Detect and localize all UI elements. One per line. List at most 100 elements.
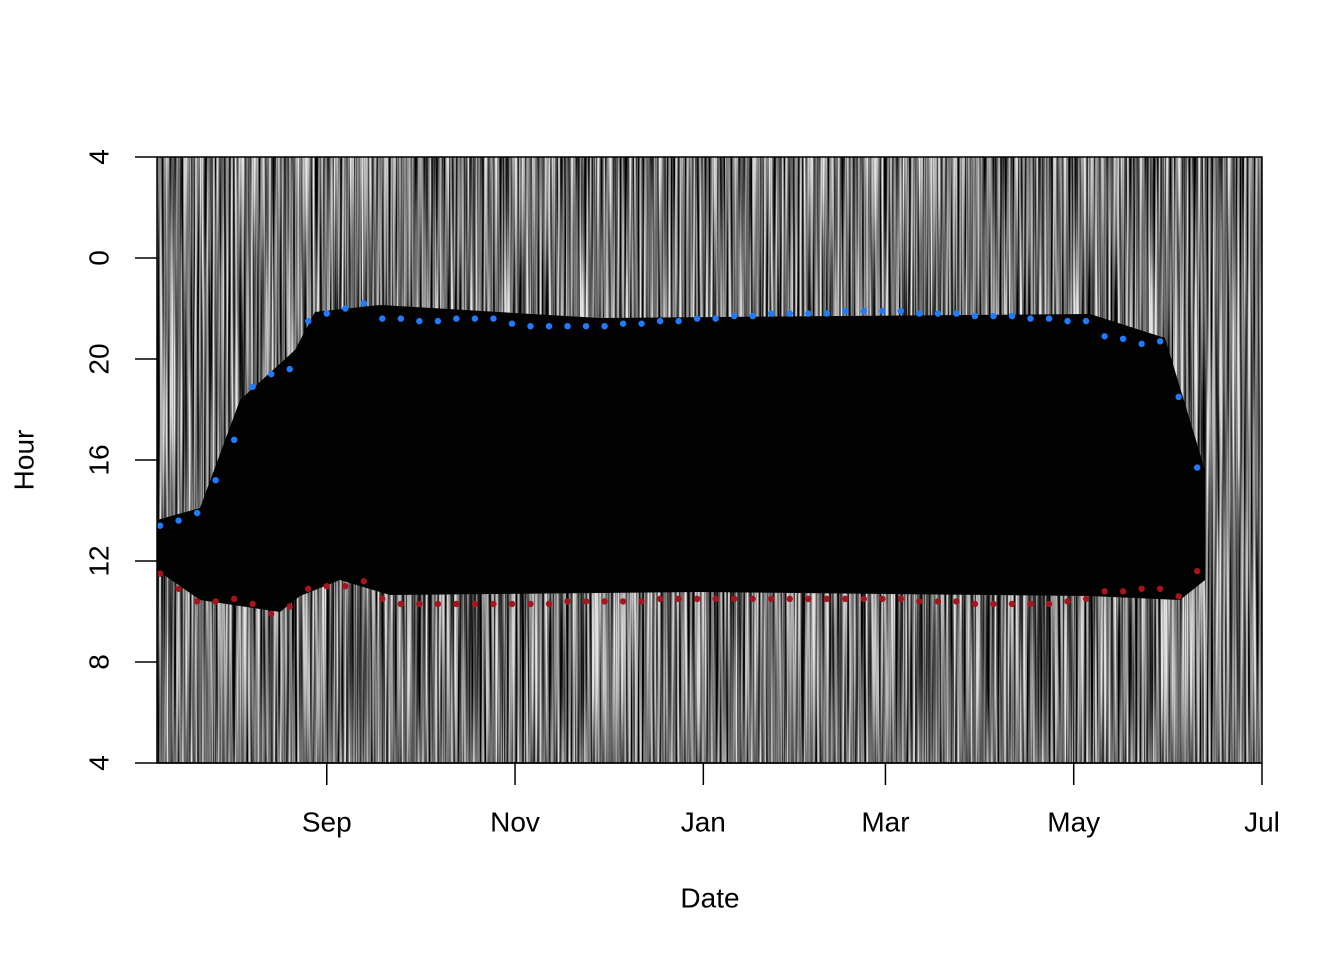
point [212, 598, 219, 605]
point [1175, 593, 1182, 600]
point [1175, 393, 1182, 401]
y-tick-label: 8 [83, 654, 114, 670]
point [768, 595, 775, 603]
point [360, 300, 368, 307]
point [860, 307, 868, 315]
point [564, 598, 571, 605]
point [323, 310, 330, 317]
point [490, 600, 497, 608]
point [1027, 315, 1034, 322]
point [934, 310, 942, 317]
point [1064, 317, 1071, 325]
point [990, 600, 997, 608]
point [1101, 588, 1108, 595]
dark-band [157, 305, 1205, 612]
point [786, 595, 793, 603]
point [1138, 340, 1145, 348]
point [268, 370, 275, 378]
point [693, 315, 701, 322]
point [1119, 588, 1127, 595]
point [1082, 317, 1090, 325]
point [601, 598, 608, 605]
point [1045, 600, 1053, 608]
point [730, 312, 738, 320]
y-tick-label: 4 [83, 755, 114, 771]
point [156, 570, 164, 577]
point [805, 310, 812, 317]
point [693, 595, 701, 603]
point [916, 310, 923, 317]
point [990, 312, 997, 320]
y-tick-label: 0 [83, 250, 114, 266]
point [471, 600, 479, 608]
point [730, 595, 738, 603]
point [212, 477, 219, 484]
point [490, 315, 497, 322]
point [1064, 598, 1071, 605]
point [156, 522, 164, 529]
x-tick-label: Mar [861, 806, 909, 837]
point [527, 600, 534, 608]
point [749, 312, 756, 320]
x-tick-label: Nov [490, 806, 540, 837]
point [416, 317, 423, 325]
y-tick-label: 4 [83, 149, 114, 165]
point [619, 320, 627, 327]
point [286, 603, 293, 610]
point [471, 315, 479, 322]
point [656, 317, 664, 325]
point [249, 600, 256, 608]
point [286, 365, 293, 373]
point [564, 322, 571, 330]
x-axis-label: Date [680, 882, 739, 913]
x-tick-label: Jan [681, 806, 726, 837]
point [619, 598, 627, 605]
point [842, 595, 849, 603]
point [601, 322, 608, 330]
point [397, 600, 405, 608]
point [193, 598, 201, 605]
point [1119, 335, 1127, 342]
point [1193, 464, 1201, 471]
point [545, 322, 553, 330]
point [1138, 585, 1145, 592]
point [1193, 567, 1201, 575]
point [879, 595, 886, 603]
point [508, 600, 516, 608]
point [230, 436, 238, 443]
point [1156, 585, 1164, 592]
y-axis-label: Hour [8, 430, 39, 491]
point [416, 600, 423, 608]
point [712, 595, 719, 603]
y-tick-label: 16 [83, 444, 114, 475]
point [1027, 600, 1034, 608]
point [305, 585, 312, 592]
point [712, 315, 719, 322]
point [897, 595, 905, 603]
point [1156, 338, 1164, 345]
point [953, 310, 960, 317]
point [1008, 312, 1016, 320]
point [953, 598, 960, 605]
point [638, 598, 645, 605]
point [230, 595, 238, 603]
x-tick-label: Jul [1244, 806, 1280, 837]
point [916, 598, 923, 605]
point [545, 600, 553, 608]
point [379, 315, 386, 322]
point [360, 578, 368, 585]
point [582, 598, 590, 605]
point [675, 317, 682, 325]
point [175, 585, 182, 592]
point [823, 310, 830, 317]
point [323, 583, 330, 590]
point [768, 310, 775, 317]
point [971, 312, 979, 320]
point [527, 322, 534, 330]
light-raster [157, 157, 1262, 763]
point [434, 317, 442, 325]
point [749, 595, 756, 603]
marks-layer [156, 300, 1201, 618]
